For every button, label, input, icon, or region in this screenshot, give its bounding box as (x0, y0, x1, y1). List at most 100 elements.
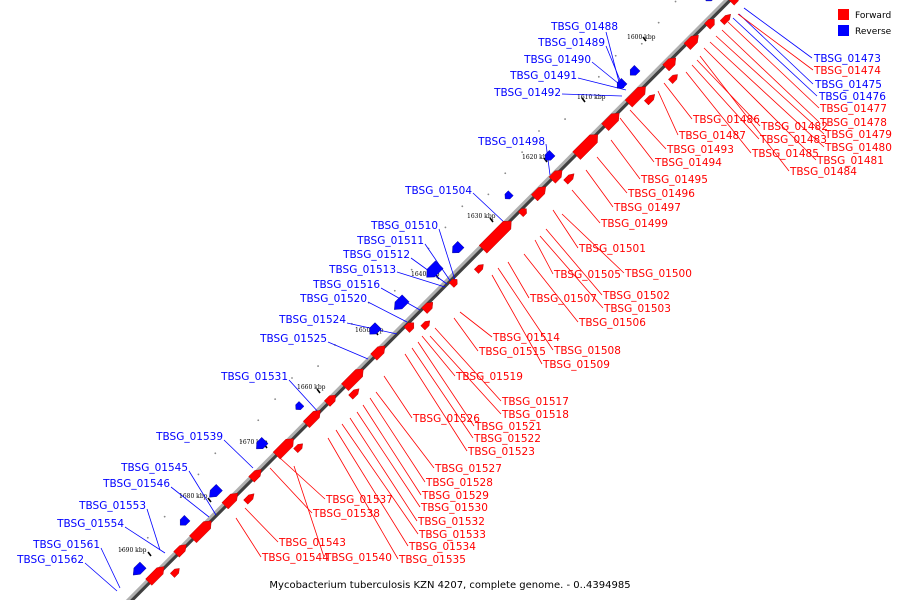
gene-label: TBSG_01505 (553, 269, 621, 281)
tick-label: 1660 kbp (297, 384, 326, 391)
tick-layer: 1600 kbp 1610 kbp 1620 kbp 1630 kbp 1640 kbp… (118, 34, 656, 557)
spacer-dot (317, 365, 319, 367)
tick-label: 1630 kbp (467, 213, 496, 220)
leader-line (523, 253, 579, 323)
leader-line (732, 17, 818, 97)
leader-line (657, 90, 679, 136)
leader-line (84, 562, 118, 592)
gene-label: TBSG_01515 (478, 346, 546, 358)
gene-label: TBSG_01529 (421, 490, 489, 502)
leader-line (362, 404, 422, 496)
gene-label: TBSG_01523 (467, 446, 535, 458)
leader-line (369, 397, 426, 483)
forward-gene (173, 544, 187, 558)
leader-line (438, 228, 456, 281)
leader-line (663, 82, 693, 120)
forward-gene (662, 57, 677, 72)
spacer-dot (410, 268, 413, 271)
leader-line (737, 13, 814, 71)
reverse-gene (179, 515, 191, 526)
gene-label: TBSG_01516 (312, 279, 380, 291)
gene-label: TBSG_01514 (492, 332, 560, 344)
gene-label: TBSG_01533 (418, 529, 486, 541)
spacer-dot (564, 118, 566, 120)
gene-label: TBSG_01506 (578, 317, 646, 329)
spacer-dot (640, 42, 643, 45)
leader-line (699, 55, 790, 172)
gene-label: TBSG_01543 (278, 537, 346, 549)
gene-label: TBSG_01479 (824, 129, 892, 141)
forward-gene (531, 186, 547, 202)
gene-label: TBSG_01476 (818, 91, 886, 103)
forward-gene (272, 438, 294, 460)
gene-label: TBSG_01545 (120, 462, 188, 474)
gene-label: TBSG_01535 (398, 554, 466, 566)
tick-mark (207, 497, 212, 503)
gene-label: TBSG_01528 (425, 477, 493, 489)
leader-line (404, 353, 468, 452)
spacer-dot (657, 21, 660, 24)
gene-label: TBSG_01486 (692, 114, 760, 126)
tick-mark (581, 97, 586, 103)
leader-line (279, 457, 326, 500)
leader-line (244, 507, 279, 543)
leader-line (596, 156, 628, 194)
forward-gene (643, 94, 656, 106)
leader-line (235, 517, 262, 558)
leader-line (534, 239, 554, 275)
gene-label: TBSG_01517 (501, 396, 569, 408)
leader-line (703, 47, 817, 161)
spacer-dot (521, 151, 524, 154)
reverse-gene (209, 484, 223, 498)
gene-label: TBSG_01526 (412, 413, 480, 425)
leader-line (491, 274, 543, 365)
legend: Forward Reverse (838, 9, 892, 37)
forward-gene (243, 493, 255, 505)
forward-gene (421, 302, 434, 314)
leader-line (421, 335, 456, 377)
gene-label: TBSG_01508 (553, 345, 621, 357)
leader-line (100, 547, 121, 589)
leader-line (629, 109, 667, 150)
gene-label: TBSG_01489 (537, 37, 605, 49)
leader-line (367, 301, 408, 323)
gene-label: TBSG_01491 (509, 70, 577, 82)
spacer-dot (461, 205, 464, 208)
gene-label: TBSG_01473 (813, 53, 881, 65)
leader-line (561, 93, 623, 97)
leader-line (605, 45, 623, 86)
gene-label: TBSG_01562 (16, 554, 84, 566)
gene-label: TBSG_01475 (814, 79, 882, 91)
leader-line (619, 117, 655, 163)
gene-label: TBSG_01512 (342, 249, 410, 261)
leader-line (375, 391, 435, 469)
spacer-dot (538, 130, 540, 132)
gene-label: TBSG_01481 (816, 155, 884, 167)
gene-label: TBSG_01474 (813, 65, 881, 77)
gene-label: TBSG_01480 (824, 142, 892, 154)
leader-line (497, 267, 554, 351)
gene-label: TBSG_01509 (542, 359, 610, 371)
spacer-dot (291, 377, 293, 379)
legend-swatch-reverse (838, 25, 849, 36)
gene-label: TBSG_01488 (550, 21, 618, 33)
gene-label: TBSG_01531 (220, 371, 288, 383)
forward-gene (221, 492, 239, 510)
forward-gene (668, 74, 678, 84)
leader-line (335, 429, 409, 547)
leader-line-layer (84, 7, 825, 592)
spacer-dot (274, 398, 277, 401)
gene-label: TBSG_01495 (640, 174, 708, 186)
leader-line (472, 192, 507, 225)
reverse-gene (630, 65, 641, 76)
gene-label: TBSG_01522 (473, 433, 541, 445)
forward-gene (478, 220, 512, 254)
leader-line (124, 526, 166, 554)
leader-line (170, 486, 210, 518)
gene-label: TBSG_01503 (603, 303, 671, 315)
gene-label: TBSG_01494 (654, 157, 722, 169)
leader-line (709, 41, 825, 148)
leader-line (545, 228, 603, 296)
forward-gene (728, 0, 739, 6)
